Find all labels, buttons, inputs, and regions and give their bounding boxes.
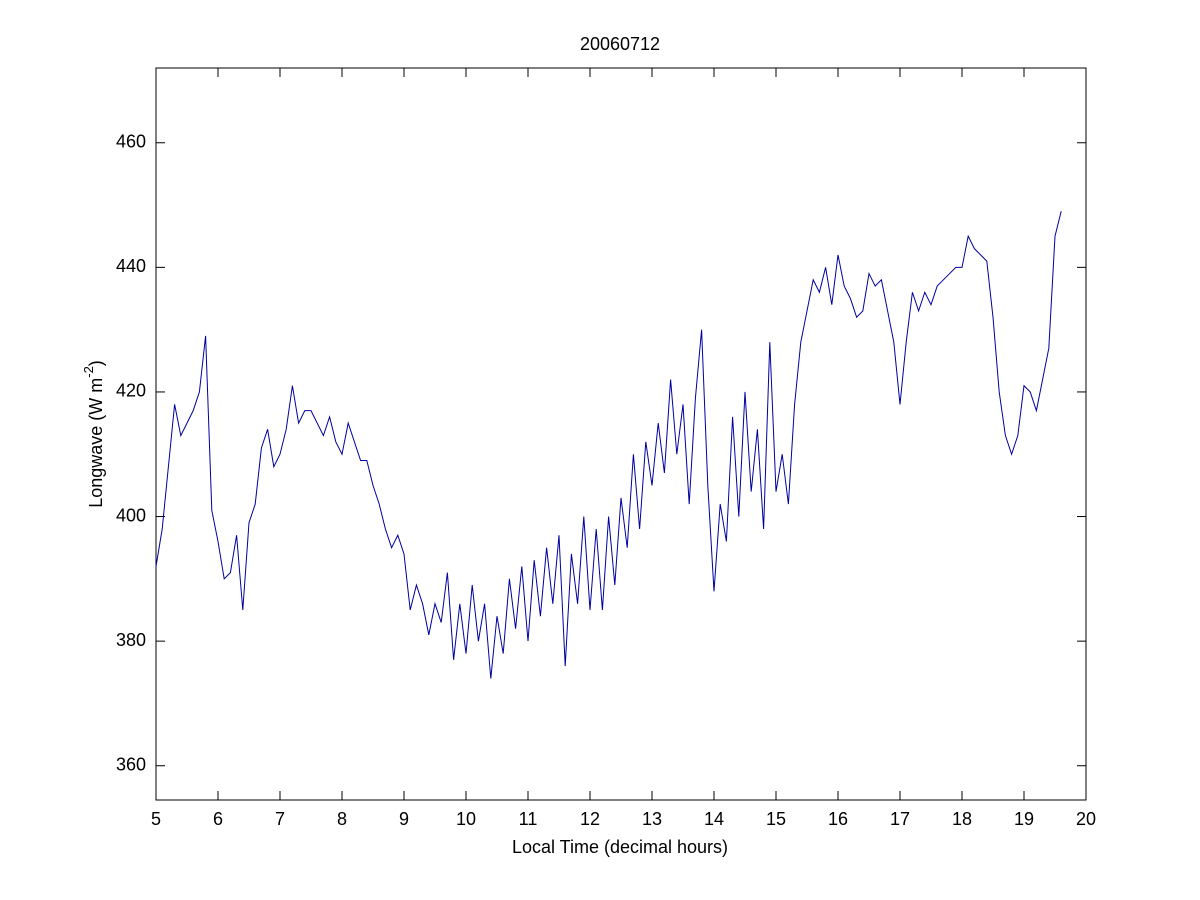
y-tick-label: 460 — [116, 132, 146, 152]
y-axis-label: Longwave (W m-2) — [81, 360, 105, 508]
y-label-end: ) — [86, 360, 106, 366]
x-tick-label: 7 — [275, 809, 285, 829]
x-axis-label: Local Time (decimal hours) — [512, 837, 728, 857]
x-tick-label: 8 — [337, 809, 347, 829]
x-tick-label: 20 — [1076, 809, 1096, 829]
y-tick-label: 420 — [116, 381, 146, 401]
plot-frame — [155, 67, 1087, 801]
x-tick-label: 16 — [828, 809, 848, 829]
x-tick-label: 15 — [766, 809, 786, 829]
y-tick-label: 400 — [116, 505, 146, 525]
x-tick-label: 10 — [456, 809, 476, 829]
data-line — [155, 211, 1062, 679]
x-tick-label: 12 — [580, 809, 600, 829]
y-tick-label: 380 — [116, 630, 146, 650]
x-tick-label: 13 — [642, 809, 662, 829]
x-tick-label: 17 — [890, 809, 910, 829]
x-tick-label: 6 — [213, 809, 223, 829]
x-tick-label: 5 — [151, 809, 161, 829]
y-tick-label: 440 — [116, 256, 146, 276]
x-tick-label: 9 — [399, 809, 409, 829]
x-tick-label: 11 — [519, 809, 538, 829]
y-label-sup: -2 — [81, 366, 96, 378]
x-tick-label: 14 — [704, 809, 724, 829]
x-tick-label: 18 — [952, 809, 972, 829]
x-tick-label: 19 — [1014, 809, 1034, 829]
chart-title: 20060712 — [580, 34, 660, 54]
y-tick-label: 360 — [116, 754, 146, 774]
y-label-main: Longwave (W m — [86, 378, 106, 508]
